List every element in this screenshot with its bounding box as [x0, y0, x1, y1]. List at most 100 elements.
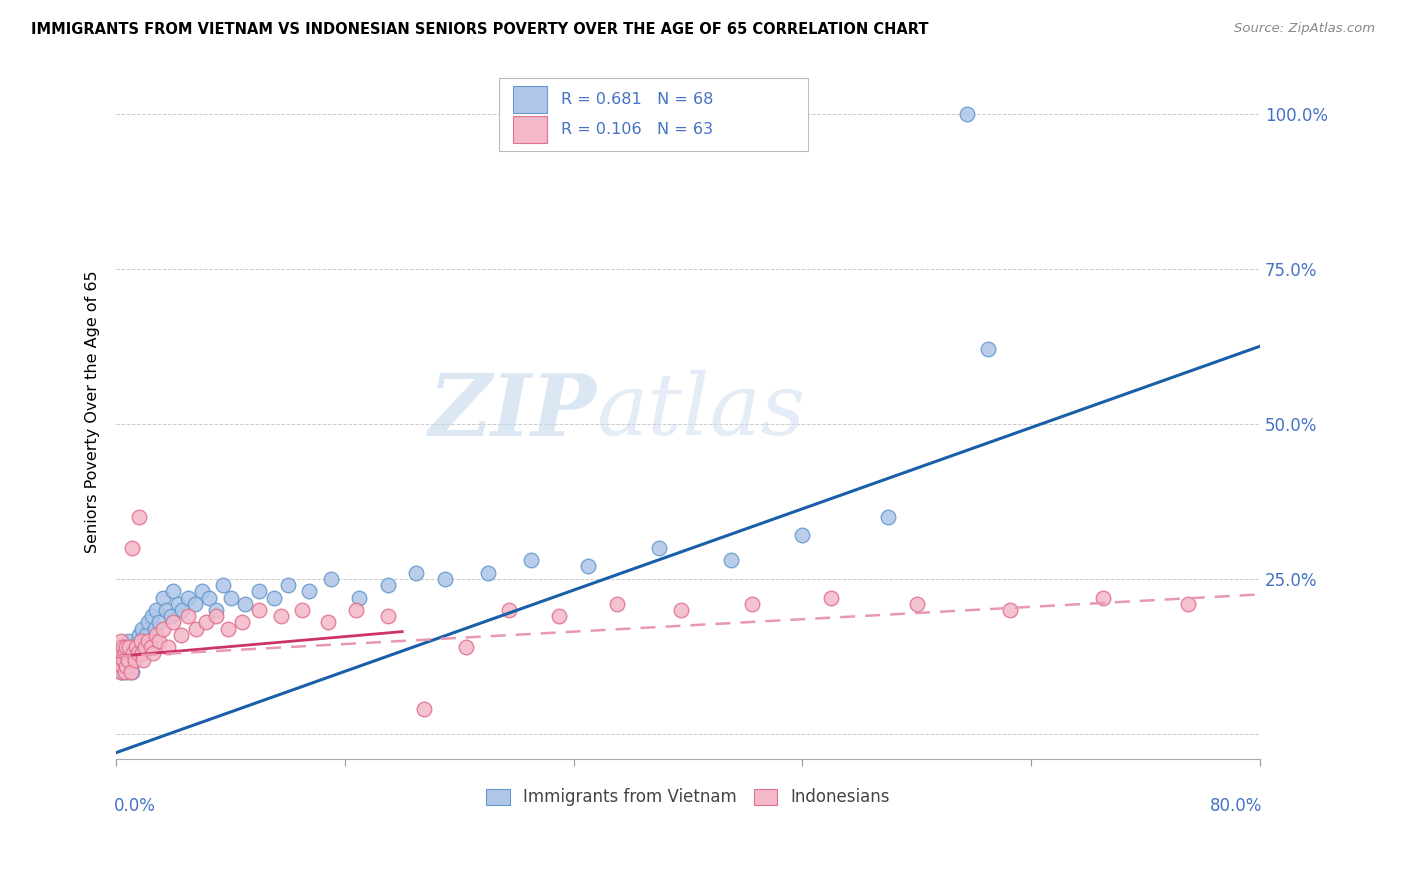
- Point: [127, 634, 149, 648]
- Point: [110, 634, 132, 648]
- Point: [114, 646, 136, 660]
- Point: [270, 609, 292, 624]
- Point: [198, 591, 221, 605]
- Point: [115, 658, 138, 673]
- Text: ZIP: ZIP: [429, 369, 596, 453]
- Point: [142, 646, 165, 660]
- Point: [155, 603, 177, 617]
- Point: [115, 640, 138, 654]
- Point: [152, 591, 174, 605]
- Point: [120, 652, 142, 666]
- Point: [456, 640, 478, 654]
- Point: [162, 615, 184, 630]
- Y-axis label: Seniors Poverty Over the Age of 65: Seniors Poverty Over the Age of 65: [86, 270, 100, 553]
- Point: [648, 541, 671, 555]
- Point: [156, 640, 179, 654]
- Point: [145, 628, 167, 642]
- Point: [129, 634, 152, 648]
- Point: [877, 509, 900, 524]
- Point: [121, 541, 143, 555]
- Point: [107, 646, 129, 660]
- Point: [247, 584, 270, 599]
- Point: [669, 603, 692, 617]
- Point: [125, 640, 148, 654]
- Point: [606, 597, 628, 611]
- Point: [117, 665, 139, 679]
- Point: [233, 597, 256, 611]
- FancyBboxPatch shape: [513, 87, 547, 112]
- Point: [170, 603, 193, 617]
- Point: [112, 646, 135, 660]
- Point: [956, 106, 979, 120]
- Point: [277, 578, 299, 592]
- Point: [205, 609, 228, 624]
- Point: [139, 640, 162, 654]
- Point: [1392, 578, 1406, 592]
- Point: [110, 640, 132, 654]
- Point: [548, 609, 571, 624]
- Point: [108, 652, 131, 666]
- Point: [184, 597, 207, 611]
- Point: [741, 597, 763, 611]
- Point: [135, 628, 157, 642]
- Point: [1177, 597, 1199, 611]
- Point: [121, 665, 143, 679]
- Point: [131, 622, 153, 636]
- Point: [792, 528, 814, 542]
- Point: [316, 615, 339, 630]
- Point: [162, 584, 184, 599]
- Text: 80.0%: 80.0%: [1209, 797, 1263, 815]
- Point: [110, 665, 132, 679]
- Point: [346, 603, 368, 617]
- Point: [141, 609, 163, 624]
- Point: [134, 640, 156, 654]
- Point: [128, 628, 150, 642]
- Point: [132, 646, 155, 660]
- Point: [108, 646, 131, 660]
- Point: [319, 572, 342, 586]
- Point: [169, 628, 191, 642]
- Point: [120, 665, 142, 679]
- Point: [520, 553, 543, 567]
- Point: [118, 646, 141, 660]
- Point: [720, 553, 742, 567]
- Point: [152, 622, 174, 636]
- Text: R = 0.681   N = 68: R = 0.681 N = 68: [561, 92, 713, 107]
- Point: [125, 646, 148, 660]
- Point: [122, 646, 145, 660]
- Point: [112, 640, 135, 654]
- Point: [114, 640, 136, 654]
- Point: [1091, 591, 1114, 605]
- Point: [219, 591, 242, 605]
- Point: [143, 622, 166, 636]
- Point: [195, 615, 218, 630]
- Point: [247, 603, 270, 617]
- Point: [186, 622, 208, 636]
- Point: [120, 640, 142, 654]
- Point: [977, 343, 1000, 357]
- Point: [131, 646, 153, 660]
- Point: [107, 652, 129, 666]
- Point: [1263, 584, 1285, 599]
- Point: [114, 652, 136, 666]
- Text: atlas: atlas: [596, 370, 806, 453]
- Point: [905, 597, 928, 611]
- Point: [129, 640, 152, 654]
- Point: [118, 658, 141, 673]
- Point: [159, 609, 181, 624]
- Point: [434, 572, 457, 586]
- FancyBboxPatch shape: [499, 78, 808, 151]
- Point: [148, 634, 170, 648]
- Point: [128, 509, 150, 524]
- Point: [115, 658, 138, 673]
- Point: [127, 646, 149, 660]
- Point: [377, 609, 399, 624]
- Point: [108, 640, 131, 654]
- Point: [217, 622, 239, 636]
- Point: [231, 615, 253, 630]
- Point: [412, 702, 434, 716]
- Point: [820, 591, 842, 605]
- Point: [349, 591, 371, 605]
- Point: [263, 591, 285, 605]
- Point: [205, 603, 228, 617]
